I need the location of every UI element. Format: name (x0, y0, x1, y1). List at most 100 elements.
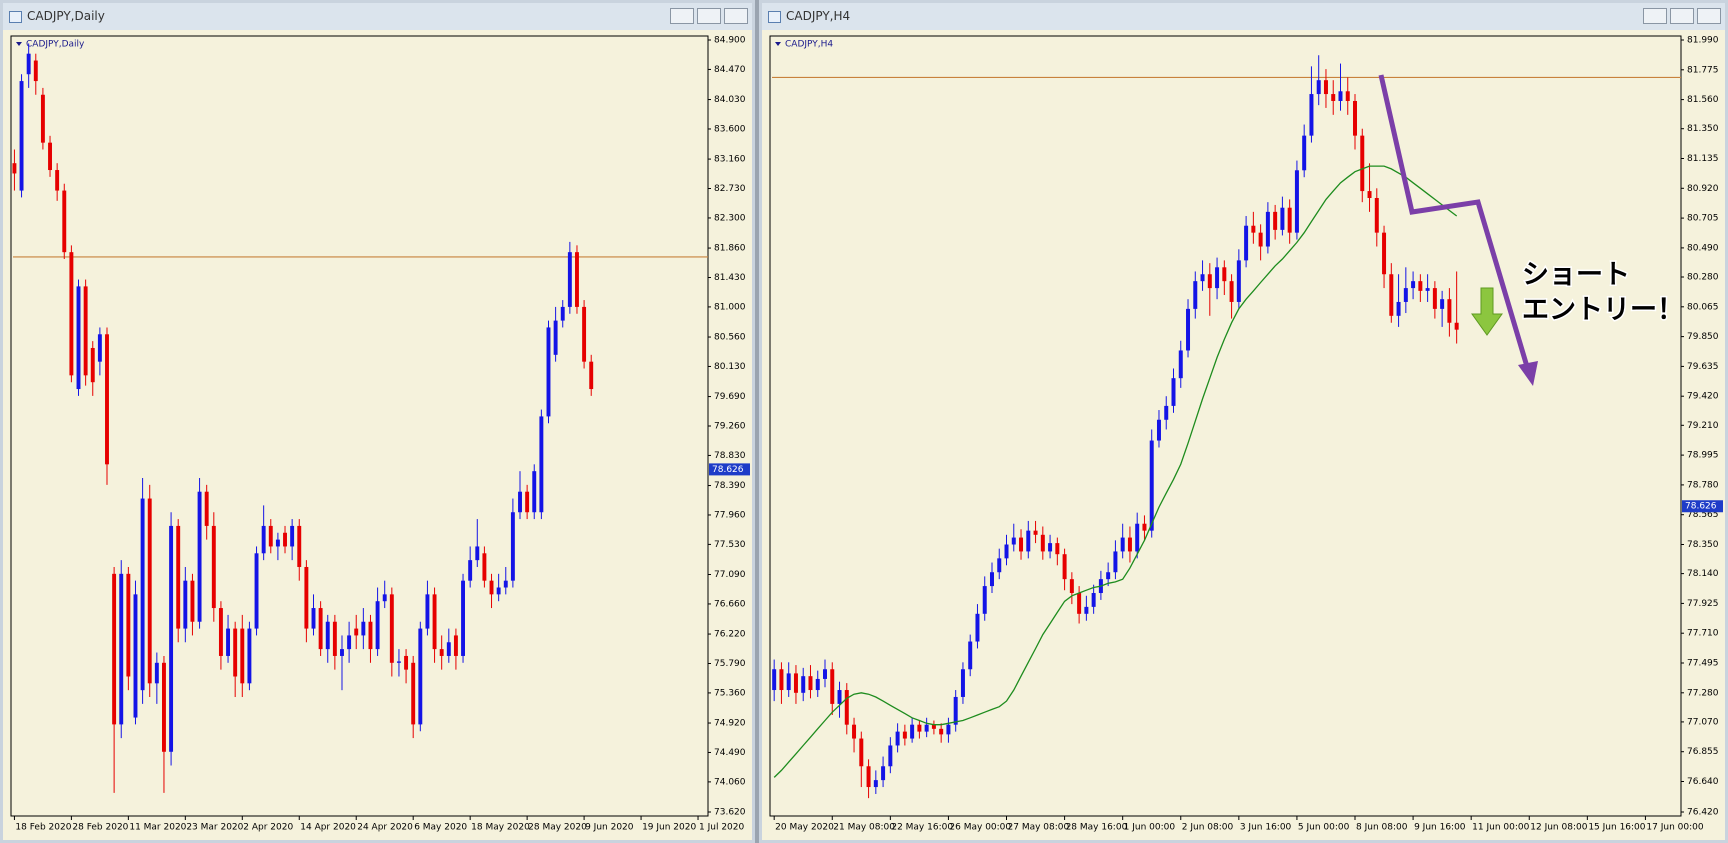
candle-body (1236, 260, 1241, 302)
candle-body (69, 252, 74, 376)
candle-body (1396, 301, 1401, 316)
candle-body (183, 580, 188, 629)
candle-body (404, 655, 409, 670)
candle-body (133, 594, 138, 718)
candle-body (1345, 91, 1350, 101)
maximize-button[interactable] (1670, 8, 1694, 24)
candle-body (304, 566, 309, 629)
window-title: CADJPY,H4 (786, 9, 851, 23)
y-tick-label: 84.470 (714, 65, 746, 75)
candle-body (197, 491, 202, 622)
candle-body (425, 594, 430, 629)
close-button[interactable] (724, 8, 748, 24)
y-tick-label: 76.640 (1687, 777, 1719, 787)
candle-body (240, 628, 245, 684)
y-tick-label: 79.850 (1687, 332, 1719, 342)
y-tick-label: 79.260 (714, 422, 746, 432)
x-tick-label: 12 Jun 08:00 (1530, 823, 1587, 833)
y-tick-label: 74.920 (714, 719, 746, 729)
x-tick-label: 18 Feb 2020 (15, 823, 71, 833)
candle-body (368, 621, 373, 650)
price-marker-label: 78.626 (712, 465, 744, 475)
chart-title: CADJPY,Daily (26, 40, 85, 50)
candle-body (283, 532, 287, 547)
candle-body (1287, 207, 1292, 233)
window-title: CADJPY,Daily (27, 9, 105, 23)
candle-body (1200, 274, 1205, 282)
x-tick-label: 1 Jun 00:00 (1124, 823, 1176, 833)
y-tick-label: 84.030 (714, 95, 746, 105)
candle-body (1207, 274, 1212, 289)
candle-body (40, 94, 45, 143)
x-tick-label: 21 May 08:00 (833, 823, 895, 833)
candle-body (852, 724, 857, 739)
candle-body (112, 573, 117, 725)
candle-body (503, 580, 508, 588)
annotation-text: エントリー！ (1522, 295, 1684, 326)
candle-body (468, 560, 473, 581)
candle-body (254, 553, 259, 629)
candle-body (567, 252, 572, 307)
candle-body (866, 766, 871, 788)
candle-body (532, 471, 537, 513)
maximize-button[interactable] (697, 8, 721, 24)
candle-body (176, 525, 181, 629)
y-tick-label: 79.635 (1687, 362, 1719, 372)
candle-body (496, 587, 501, 595)
candle-body (347, 635, 352, 650)
candle-body (539, 416, 544, 513)
y-tick-label: 77.925 (1687, 599, 1719, 609)
candle-body (917, 724, 922, 732)
minimize-button[interactable] (1643, 8, 1667, 24)
x-tick-label: 23 Mar 2020 (186, 823, 243, 833)
candle-body (140, 498, 145, 691)
candle-body (55, 170, 60, 191)
x-tick-label: 28 May 2020 (528, 823, 587, 833)
candle-body (439, 649, 444, 656)
x-tick-label: 28 May 16:00 (1066, 823, 1128, 833)
price-marker-label: 78.626 (1685, 502, 1717, 512)
candle-body (261, 525, 266, 554)
candle-body (1222, 267, 1227, 282)
price-marker (1682, 500, 1723, 513)
candle-body (1156, 419, 1161, 441)
candle-body (1389, 274, 1394, 316)
candle-body (19, 81, 24, 191)
x-tick-label: 20 May 2020 (775, 823, 834, 833)
close-button[interactable] (1697, 8, 1721, 24)
y-tick-label: 82.730 (714, 184, 746, 194)
minimize-button[interactable] (670, 8, 694, 24)
y-tick-label: 80.920 (1687, 184, 1719, 194)
x-tick-label: 2 Jun 08:00 (1182, 823, 1234, 833)
x-tick-label: 6 May 2020 (414, 823, 467, 833)
candle-body (1294, 170, 1299, 233)
x-tick-label: 15 Jun 16:00 (1588, 823, 1645, 833)
window-buttons (1643, 8, 1721, 24)
candle-body (772, 669, 777, 691)
y-tick-label: 81.990 (1687, 36, 1719, 46)
x-tick-label: 11 Mar 2020 (129, 823, 186, 833)
candle-body (1120, 537, 1125, 552)
candle-body (910, 724, 915, 739)
candle-body (1440, 299, 1445, 309)
candle-body (461, 580, 465, 656)
x-tick-label: 17 Jun 00:00 (1646, 823, 1703, 833)
candle-body (147, 498, 152, 684)
candle-body (997, 558, 1002, 573)
candle-body (779, 669, 784, 691)
candle-body (233, 628, 238, 677)
candle-body (1127, 537, 1132, 552)
y-tick-label: 76.660 (714, 599, 746, 609)
candle-body (939, 728, 944, 735)
candle-body (354, 628, 359, 636)
candle-body (489, 580, 494, 595)
y-tick-label: 78.830 (714, 451, 746, 461)
candle-body (1382, 232, 1387, 275)
y-tick-label: 81.135 (1687, 154, 1719, 164)
candle-body (48, 142, 52, 171)
x-tick-label: 1 Jul 2020 (699, 823, 744, 833)
y-tick-label: 80.705 (1687, 214, 1719, 224)
x-tick-label: 22 May 16:00 (891, 823, 953, 833)
symbol-marker (775, 42, 781, 46)
candle-body (340, 649, 344, 656)
